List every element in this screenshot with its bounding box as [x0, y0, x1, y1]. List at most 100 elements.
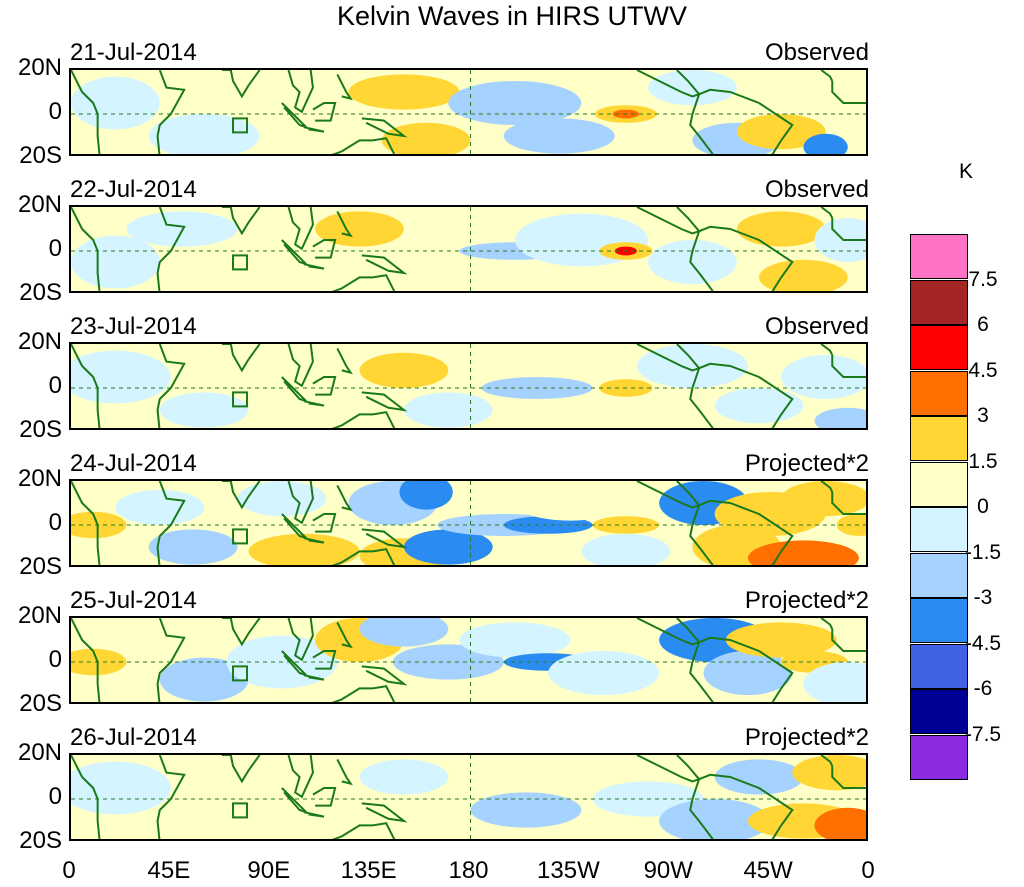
heatmap-svg [71, 344, 866, 428]
colorbar-swatch [910, 552, 968, 598]
coastline [689, 504, 714, 565]
colorbar-swatch [910, 370, 968, 416]
panel-type-label: Observed [764, 313, 869, 340]
anomaly-contour [259, 766, 371, 810]
anomaly-contour [714, 388, 804, 424]
anomaly-contour [348, 74, 460, 110]
y-tick-label: 20N [17, 191, 62, 218]
heatmap-svg [71, 481, 866, 565]
colorbar-level-label: -4.5 [964, 631, 1002, 655]
y-tick-label: 20S [19, 690, 62, 717]
anomaly-contour [115, 489, 205, 525]
coastline [156, 755, 186, 839]
chart-title: Kelvin Waves in HIRS UTWV [336, 1, 688, 31]
anomaly-contour [814, 807, 866, 839]
coastline [820, 70, 834, 82]
y-tick-label: 20N [17, 602, 62, 629]
panel-type-label: Projected*2 [744, 587, 869, 614]
region-box [232, 391, 249, 408]
colorbar-swatch [910, 734, 968, 780]
coastline [361, 254, 408, 275]
colorbar-swatch [910, 689, 968, 734]
coastline [820, 481, 834, 493]
coastline [689, 367, 714, 428]
anomaly-contour [159, 657, 249, 702]
anomaly-contour [448, 81, 582, 125]
anomaly-contour [248, 533, 360, 565]
coastline [698, 499, 794, 565]
coastline [221, 207, 261, 236]
coastline [689, 93, 714, 154]
coastline [156, 207, 186, 291]
coastline [287, 207, 314, 251]
map-panel [69, 68, 868, 156]
coastline [71, 344, 101, 428]
coastline [287, 481, 314, 525]
map-panel [69, 205, 868, 293]
region-box [232, 117, 249, 134]
coastline [361, 665, 408, 686]
panel-date: 24-Jul-2014 [70, 450, 197, 477]
coastline [689, 230, 714, 291]
anomaly-contour [71, 76, 160, 130]
coastline [287, 70, 314, 114]
coastline [287, 755, 314, 799]
coastline [698, 362, 794, 428]
coastline [331, 548, 396, 565]
coastline [221, 618, 261, 647]
panel-type-label: Projected*2 [744, 450, 869, 477]
coastline [312, 513, 337, 533]
coastline [820, 344, 834, 356]
coastline [71, 207, 101, 291]
heatmap-svg [71, 755, 866, 839]
anomaly-contour [525, 759, 637, 795]
panel-date: 22-Jul-2014 [70, 176, 197, 203]
colorbar-swatch [910, 325, 968, 370]
anomaly-contour [159, 392, 249, 428]
colorbar-level-label: -3 [973, 586, 993, 609]
coastline [71, 755, 101, 839]
coastline [636, 207, 701, 235]
colorbar-level-label: 4.5 [968, 358, 998, 382]
anomaly-contour [648, 240, 737, 284]
anomaly-contour [148, 529, 238, 565]
colorbar-level-label: -6 [973, 677, 993, 700]
panel-type-label: Observed [764, 176, 869, 203]
coastline [303, 674, 325, 681]
x-tick-label: 180 [448, 857, 489, 884]
colorbar-swatch [910, 598, 968, 643]
coastline [698, 225, 794, 291]
coastline [336, 484, 353, 512]
coastline [303, 126, 325, 133]
anomaly-contour [248, 70, 338, 106]
anomaly-contour [781, 481, 866, 517]
region-box [232, 802, 249, 819]
x-tick-label: 45W [743, 857, 793, 884]
x-tick-label: 135E [340, 857, 397, 884]
y-tick-label: 20S [19, 553, 62, 580]
map-panel [69, 342, 868, 430]
anomaly-contour [170, 783, 282, 837]
colorbar-swatch [910, 416, 968, 461]
x-tick-label: 135W [537, 857, 600, 884]
y-tick-label: 0 [48, 235, 62, 262]
colorbar-level-label: -7.5 [964, 722, 1002, 746]
anomaly-contour [759, 259, 848, 291]
coastline [71, 70, 101, 154]
region-box [232, 665, 249, 682]
coastline [303, 263, 325, 270]
anomaly-contour [359, 759, 449, 795]
coastline [156, 481, 186, 565]
y-tick-label: 0 [48, 98, 62, 125]
anomaly-contour [381, 122, 471, 154]
coastline [689, 778, 714, 839]
anomaly-contour [126, 622, 216, 658]
colorbar-level-label: 6 [977, 313, 989, 336]
coastline [331, 274, 396, 291]
y-tick-label: 0 [48, 509, 62, 536]
coastline [361, 391, 408, 412]
coastline [312, 787, 337, 807]
anomaly-contour [381, 259, 471, 291]
anomaly-contour [759, 74, 848, 110]
map-panel [69, 616, 868, 704]
